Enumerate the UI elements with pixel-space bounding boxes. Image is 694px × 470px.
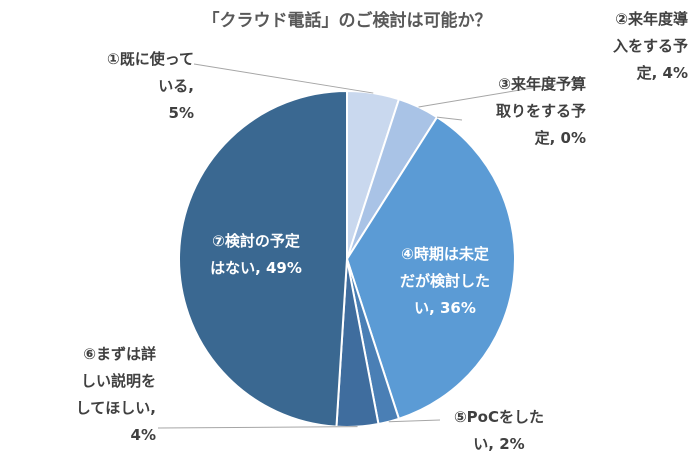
data-label-next-year-introduce: ②来年度導 入をする予 定, 4% [612, 10, 688, 82]
data-label-no-plan: ⑦検討の予定 はない, 49% [210, 232, 302, 277]
slice-considering [345, 115, 516, 421]
data-label-poc: ⑤PoCをした い, 2% [453, 408, 544, 453]
leader-line [418, 79, 581, 108]
leader-line [436, 116, 463, 121]
leader-line [388, 419, 441, 423]
data-label-considering: ④時期は未定 だが検討した い, 36% [399, 245, 490, 317]
data-label-already-using: ①既に使って いる, 5% [107, 50, 194, 122]
slice-no-plan [178, 89, 348, 428]
leader-line [157, 426, 358, 429]
leader-line [193, 63, 374, 94]
chart-title: 「クラウド電話」のご検討は可能か？ [202, 11, 492, 31]
data-label-next-year-budget: ③来年度予算 取りをする予 定, 0% [495, 75, 586, 147]
data-label-detailed-explanation: ⑥まずは詳 しい説明を してほしい, 4% [75, 345, 156, 444]
